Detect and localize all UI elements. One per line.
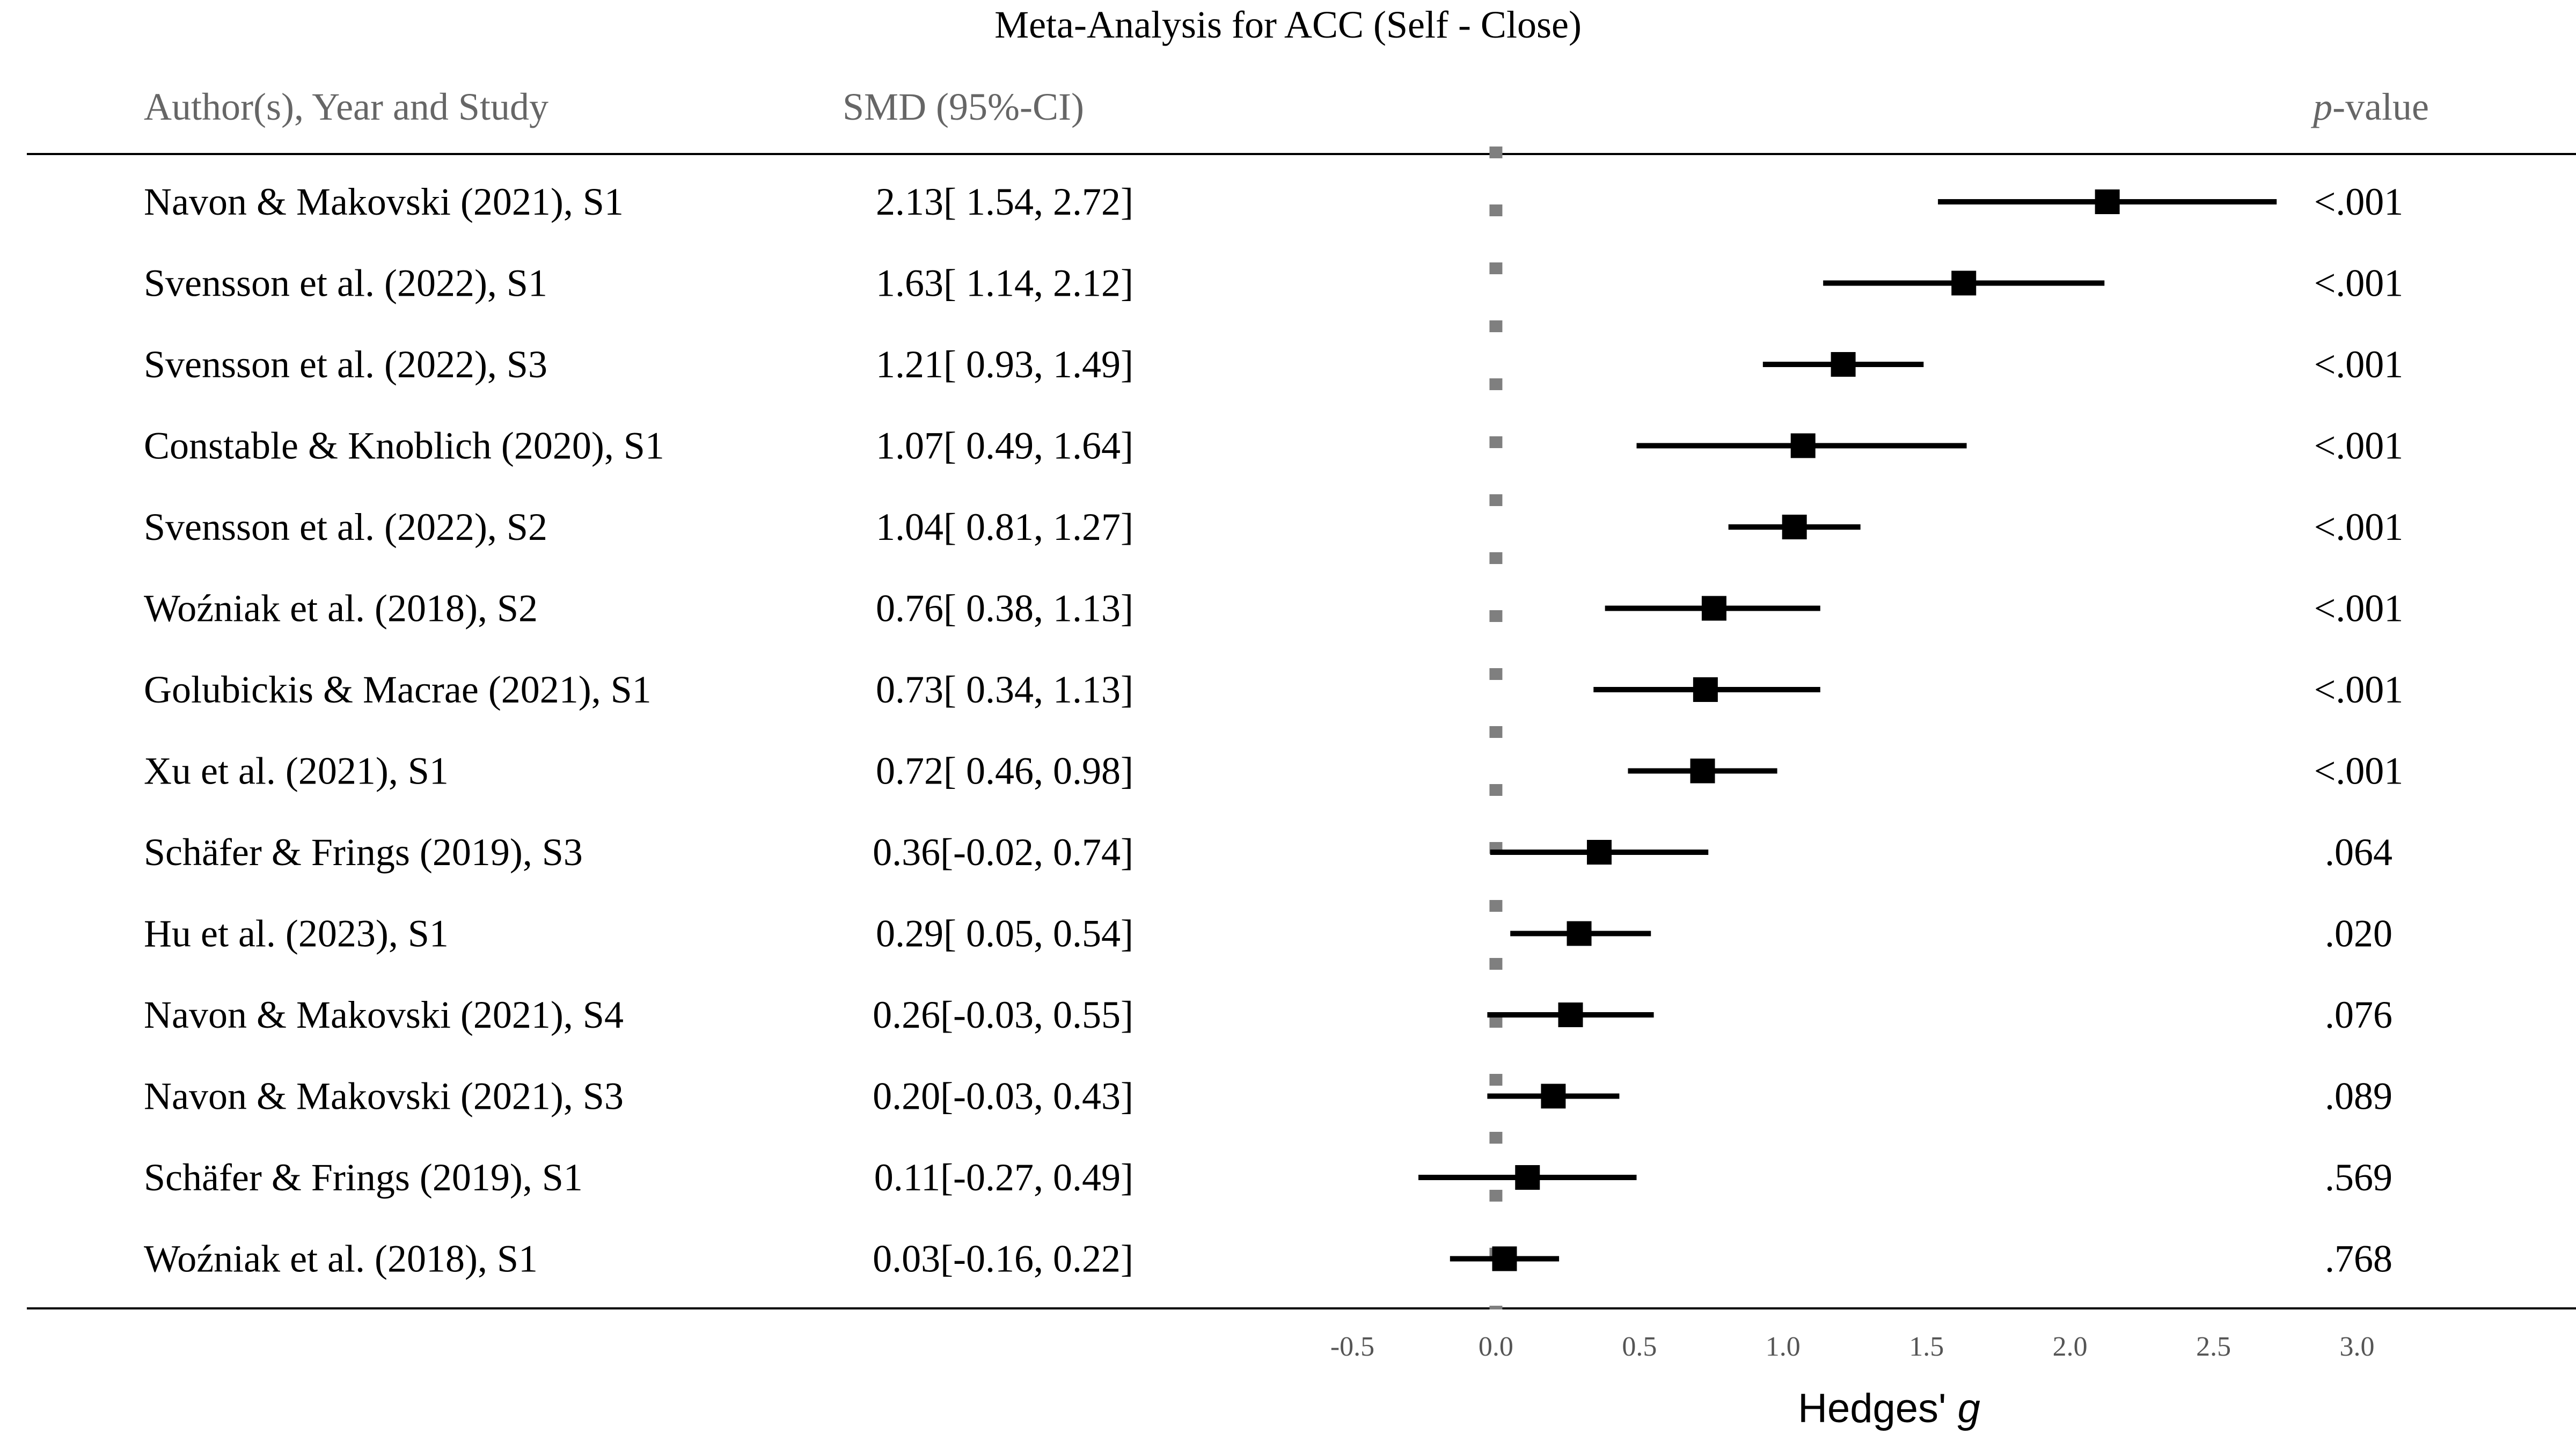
- study-label: Woźniak et al. (2018), S1: [144, 1238, 538, 1280]
- p-value-text: .768: [2325, 1238, 2392, 1280]
- study-row: Svensson et al. (2022), S1 1.63[ 1.14, 2.…: [144, 262, 2403, 305]
- smd-ci-text: 0.29[ 0.05, 0.54]: [876, 912, 1133, 955]
- smd-ci-text: 0.76[ 0.38, 1.13]: [876, 587, 1133, 630]
- estimate-marker: [1492, 1246, 1517, 1271]
- p-value-text: .076: [2325, 993, 2392, 1036]
- study-label: Golubickis & Macrae (2021), S1: [144, 668, 652, 711]
- chart-title: Meta-Analysis for ACC (Self - Close): [994, 3, 1582, 46]
- estimate-marker: [1586, 840, 1612, 865]
- p-value-text: .064: [2325, 831, 2392, 874]
- smd-ci-text: 0.73[ 0.34, 1.13]: [876, 668, 1133, 711]
- study-label: Xu et al. (2021), S1: [144, 750, 449, 793]
- study-row: Xu et al. (2021), S1 0.72[ 0.46, 0.98] <.0…: [144, 750, 2403, 793]
- study-row: Constable & Knoblich (2020), S1 1.07[ 0.4…: [144, 425, 2403, 467]
- study-row: Woźniak et al. (2018), S2 0.76[ 0.38, 1.1…: [144, 587, 2403, 630]
- study-label: Navon & Makovski (2021), S4: [144, 993, 624, 1036]
- study-label: Schäfer & Frings (2019), S1: [144, 1156, 583, 1199]
- estimate-marker: [1831, 352, 1856, 377]
- study-label: Constable & Knoblich (2020), S1: [144, 425, 664, 467]
- p-value-suffix: -value: [2332, 85, 2429, 128]
- x-tick-label: 2.5: [2196, 1331, 2231, 1362]
- p-value-text: <.001: [2314, 506, 2404, 548]
- p-value-text: <.001: [2314, 425, 2404, 467]
- estimate-marker: [1515, 1165, 1540, 1190]
- study-label: Navon & Makovski (2021), S1: [144, 180, 624, 223]
- smd-ci-text: 1.63[ 1.14, 2.12]: [876, 262, 1133, 305]
- p-value-text: <.001: [2314, 262, 2404, 305]
- study-label: Svensson et al. (2022), S3: [144, 343, 547, 386]
- estimate-marker: [1790, 433, 1816, 458]
- p-value-text: .569: [2325, 1156, 2392, 1199]
- x-axis-label-italic: g: [1958, 1386, 1980, 1431]
- p-value-text: <.001: [2314, 587, 2404, 630]
- x-axis-label-text: Hedges': [1798, 1386, 1958, 1431]
- smd-ci-text: 2.13[ 1.54, 2.72]: [876, 180, 1133, 223]
- estimate-marker: [1951, 270, 1977, 296]
- study-row: Schäfer & Frings (2019), S3 0.36[-0.02, 0…: [144, 831, 2392, 874]
- x-tick-label: 3.0: [2340, 1331, 2375, 1362]
- estimate-marker: [2095, 189, 2120, 214]
- estimate-marker: [1567, 921, 1592, 946]
- study-row: Woźniak et al. (2018), S1 0.03[-0.16, 0.2…: [144, 1238, 2392, 1280]
- study-label: Hu et al. (2023), S1: [144, 912, 449, 955]
- x-tick-label: 2.0: [2053, 1331, 2088, 1362]
- study-row: Schäfer & Frings (2019), S1 0.11[-0.27, 0…: [144, 1156, 2392, 1199]
- study-rows: Navon & Makovski (2021), S1 2.13[ 1.54, 2…: [144, 180, 2403, 1280]
- p-value-text: <.001: [2314, 668, 2404, 711]
- study-row: Golubickis & Macrae (2021), S1 0.73[ 0.34…: [144, 668, 2403, 711]
- study-row: Svensson et al. (2022), S2 1.04[ 0.81, 1.…: [144, 506, 2403, 548]
- x-tick-label: 1.0: [1766, 1331, 1801, 1362]
- column-header-study: Author(s), Year and Study: [144, 85, 548, 128]
- x-tick-label: 0.5: [1622, 1331, 1657, 1362]
- x-axis-ticks: -0.5 0.0 0.5 1.0 1.5 2.0 2.5 3.0: [1330, 1331, 2375, 1362]
- column-header-p-value: p-value: [2310, 85, 2429, 128]
- smd-ci-text: 1.07[ 0.49, 1.64]: [876, 425, 1133, 467]
- p-value-text: .020: [2325, 912, 2392, 955]
- study-label: Woźniak et al. (2018), S2: [144, 587, 538, 630]
- smd-ci-text: 1.21[ 0.93, 1.49]: [876, 343, 1133, 386]
- study-row: Svensson et al. (2022), S3 1.21[ 0.93, 1.…: [144, 343, 2403, 386]
- smd-ci-text: 0.72[ 0.46, 0.98]: [876, 750, 1133, 793]
- p-value-text: <.001: [2314, 180, 2404, 223]
- estimate-marker: [1693, 677, 1718, 702]
- smd-ci-text: 1.04[ 0.81, 1.27]: [876, 506, 1133, 548]
- study-label: Navon & Makovski (2021), S3: [144, 1075, 624, 1118]
- study-row: Hu et al. (2023), S1 0.29[ 0.05, 0.54] .02…: [144, 912, 2392, 955]
- study-label: Schäfer & Frings (2019), S3: [144, 831, 583, 874]
- estimate-marker: [1541, 1084, 1566, 1109]
- p-value-text: <.001: [2314, 343, 2404, 386]
- smd-ci-text: 0.11[-0.27, 0.49]: [874, 1156, 1133, 1199]
- study-label: Svensson et al. (2022), S2: [144, 506, 547, 548]
- estimate-marker: [1782, 515, 1807, 539]
- smd-ci-text: 0.03[-0.16, 0.22]: [873, 1238, 1133, 1280]
- smd-ci-text: 0.20[-0.03, 0.43]: [873, 1075, 1133, 1118]
- study-row: Navon & Makovski (2021), S4 0.26[-0.03, 0…: [144, 993, 2392, 1036]
- column-header-smd: SMD (95%-CI): [843, 85, 1084, 128]
- x-tick-label: -0.5: [1330, 1331, 1374, 1362]
- study-row: Navon & Makovski (2021), S3 0.20[-0.03, 0…: [144, 1075, 2392, 1118]
- study-label: Svensson et al. (2022), S1: [144, 262, 547, 305]
- p-value-italic-p: p: [2310, 85, 2332, 128]
- estimate-marker: [1690, 758, 1715, 784]
- smd-ci-text: 0.36[-0.02, 0.74]: [873, 831, 1133, 874]
- estimate-marker: [1701, 596, 1726, 621]
- p-value-text: <.001: [2314, 750, 2404, 793]
- estimate-marker: [1558, 1002, 1583, 1027]
- x-tick-label: 1.5: [1909, 1331, 1944, 1362]
- x-axis-label: Hedges' g: [1798, 1386, 1980, 1431]
- study-row: Navon & Makovski (2021), S1 2.13[ 1.54, 2…: [144, 180, 2403, 223]
- x-tick-label: 0.0: [1479, 1331, 1513, 1362]
- p-value-text: .089: [2325, 1075, 2392, 1118]
- smd-ci-text: 0.26[-0.03, 0.55]: [873, 993, 1133, 1036]
